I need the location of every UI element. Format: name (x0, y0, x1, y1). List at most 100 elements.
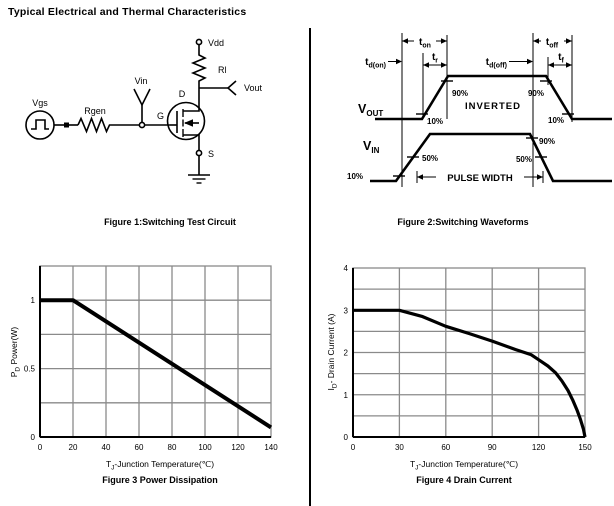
tf-label: tf (558, 52, 564, 65)
vout-rise-10pct-label: 10% (427, 117, 443, 126)
mosfet-circle (166, 101, 206, 141)
fig3-ylabel-symbol: P (9, 371, 19, 378)
tr-label: tr (432, 52, 438, 65)
pulse-width-label: PULSE WIDTH (447, 173, 513, 184)
ton-arrowhead-right (441, 38, 447, 44)
power-dissipation-chart: 0 20 40 60 80 100 120 140 0 0.5 1 (24, 265, 278, 452)
rgen-label: Rgen (84, 106, 106, 116)
x-tick-label: 140 (264, 443, 278, 452)
fig3-ylabel-subscript: D (14, 366, 22, 372)
toff-arrowhead-right (566, 38, 572, 44)
td-on-arrowhead (396, 58, 402, 65)
page-title: Typical Electrical and Thermal Character… (8, 6, 247, 18)
figure3-caption: Figure 3 Power Dissipation (102, 475, 218, 485)
x-tick-label: 30 (395, 443, 404, 452)
ground-symbol (188, 174, 210, 184)
switching-test-circuit-diagram: Vgs Rgen Vin G D Vdd Rl Vout S (25, 38, 263, 184)
switching-waveforms-diagram: ton tr td(on) toff tf td(off) VOUT VIN I… (347, 33, 612, 187)
ton-label: ton (419, 37, 431, 50)
vout-rise-90pct-label: 90% (452, 89, 468, 98)
y-tick-label: 1 (31, 296, 36, 305)
vgs-label: Vgs (32, 98, 48, 108)
vout-label: Vout (244, 83, 263, 93)
fig4-xlabel-text: -Junction Temperature(℃) (418, 459, 519, 469)
data-curve (353, 308, 587, 438)
x-tick-label: 80 (168, 443, 177, 452)
tf-arrowhead-left (548, 62, 554, 68)
td-on-label: td(on) (365, 57, 386, 70)
figure1-caption: Figure 1:Switching Test Circuit (104, 217, 236, 227)
inverted-label: INVERTED (465, 101, 521, 112)
x-tick-label: 60 (135, 443, 144, 452)
pulse-glyph (31, 119, 49, 130)
toff-arrowhead-left (533, 38, 539, 44)
mosfet-arrow (184, 119, 193, 127)
vout-waveform-trace (375, 74, 612, 121)
y-tick-label: 0 (344, 433, 349, 442)
drain-current-chart: 0 30 60 90 120 150 0 1 2 3 4 (344, 264, 593, 452)
toff-label: toff (546, 37, 559, 50)
x-tick-label: 0 (38, 443, 43, 452)
fig4-xlabel-subscript: J (415, 464, 419, 472)
pulse-width-arrowhead-left (417, 174, 423, 180)
vin-probe-fork (133, 88, 151, 107)
tf-arrowhead-right (566, 62, 572, 68)
drain-connection (183, 88, 200, 112)
y-tick-label: 0 (31, 433, 36, 442)
fig4-y-axis-label: ID- Drain Current (A) (326, 313, 339, 391)
y-tick-label: 3 (344, 306, 349, 315)
gate-node-circle (138, 121, 146, 129)
data-curve (40, 298, 273, 430)
fig4-ylabel-subscript: D (331, 383, 339, 389)
source-terminal-label: S (208, 149, 214, 159)
rgen-resistor-symbol (77, 116, 112, 134)
vout-signal-label: VOUT (358, 102, 383, 118)
rl-resistor-symbol (190, 52, 208, 88)
x-tick-label: 0 (351, 443, 356, 452)
y-tick-label: 4 (344, 264, 349, 273)
pulse-source-symbol (25, 110, 55, 140)
vin-rise-50pct-label: 50% (422, 154, 438, 163)
vout-fall-10pct-label: 10% (548, 116, 564, 125)
x-tick-label: 90 (488, 443, 497, 452)
rl-label: Rl (218, 65, 227, 75)
source-connection (183, 134, 200, 150)
drain-terminal-label: D (179, 89, 186, 99)
vdd-terminal-circle (195, 38, 203, 46)
x-tick-label: 60 (441, 443, 450, 452)
td-off-arrowhead (527, 58, 533, 65)
vin-fall-50pct-label: 50% (516, 155, 532, 164)
column-divider (309, 28, 311, 506)
vin-start-10pct-label: 10% (347, 172, 363, 181)
fig3-x-axis-label: TJ-Junction Temperature(℃) (10, 459, 310, 472)
tr-arrowhead-right (441, 62, 447, 68)
fig3-y-axis-label: PD Power(W) (9, 326, 22, 378)
x-tick-label: 120 (231, 443, 245, 452)
y-tick-label: 1 (344, 391, 349, 400)
fig3-xlabel-symbol: T (105, 459, 112, 469)
vout-fall-90pct-label: 90% (528, 89, 544, 98)
vin-fall-90pct-label: 90% (539, 137, 555, 146)
figure2-caption: Figure 2:Switching Waveforms (397, 217, 529, 227)
tr-arrowhead-left (423, 62, 429, 68)
ton-arrowhead-left (402, 38, 408, 44)
x-tick-label: 40 (102, 443, 111, 452)
vin-signal-label: VIN (363, 139, 380, 155)
gate-terminal-label: G (157, 111, 164, 121)
td-off-label: td(off) (486, 57, 507, 70)
vin-waveform-trace (370, 132, 612, 183)
fig4-x-axis-label: TJ-Junction Temperature(℃) (314, 459, 614, 472)
vout-probe-fork (226, 80, 237, 96)
mosfet-symbol (166, 88, 206, 150)
y-tick-label: 0.5 (24, 365, 36, 374)
fig3-ylabel-text: Power(W) (9, 326, 19, 367)
vin-label: Vin (135, 76, 148, 86)
x-tick-label: 150 (578, 443, 592, 452)
fig3-xlabel-subscript: J (111, 464, 115, 472)
fig4-ylabel-text: - Drain Current (A) (326, 313, 336, 384)
x-tick-label: 100 (198, 443, 212, 452)
pulse-width-arrowhead-right (537, 174, 543, 180)
fig4-xlabel-symbol: T (409, 459, 416, 469)
terminal-square (64, 122, 69, 128)
